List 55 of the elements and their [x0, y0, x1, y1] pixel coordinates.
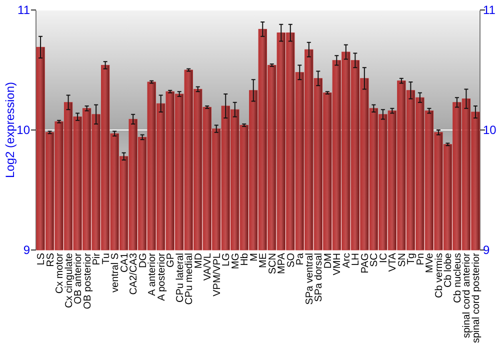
y2-tick-label: 11: [483, 3, 496, 18]
x-tick-label: VTA: [388, 252, 399, 272]
x-tick-label: CA1: [119, 252, 130, 272]
x-tick-label: LS: [36, 252, 48, 266]
x-tick-label: Cx cingulate: [64, 252, 75, 308]
x-tick-label: MD: [193, 253, 204, 269]
x-tick-label: Cb vermis: [434, 253, 445, 298]
x-tick-label: spinal cord anterior: [462, 252, 473, 338]
x-tick-label: A anterior: [147, 252, 158, 296]
x-tick-label: spinal cord posterior: [470, 252, 482, 344]
x-tick-label: MG: [230, 252, 242, 270]
y-tick-label: 11: [18, 3, 30, 18]
x-tick-label: SPa dorsal: [314, 253, 325, 302]
x-tick-label: CPu medial: [184, 253, 196, 305]
x-tick-label: OB posterior: [82, 252, 94, 310]
x-tick-label: MPA: [276, 252, 288, 274]
x-tick-label: Tg: [406, 253, 418, 265]
y2-tick-label: 9: [483, 243, 490, 258]
x-tick-label: CA2/CA3: [128, 252, 140, 295]
x-tick-label: DG: [138, 252, 149, 268]
x-tick-label: SC: [369, 253, 380, 267]
x-tick-label: VMH: [332, 253, 344, 276]
x-tick-label: SN: [396, 253, 408, 267]
y-axis-title: Log2 (expression): [3, 82, 18, 178]
x-tick-label: CPu lateral: [174, 253, 186, 302]
x-tick-label: Tu: [100, 253, 112, 264]
y-tick-label: 9: [23, 243, 30, 258]
x-tick-label: IC: [378, 253, 390, 263]
x-tick-label: M: [248, 253, 260, 262]
x-tick-label: LH: [350, 253, 362, 266]
x-tick-label: MVe: [424, 252, 436, 274]
x-tick-label: GP: [166, 252, 177, 268]
x-tick-label: SO: [286, 252, 297, 268]
x-tick-label: SPa ventral: [304, 253, 316, 305]
x-tick-label: DM: [322, 253, 334, 269]
x-tick-label: VPM/VPL: [212, 252, 223, 296]
x-tick-label: PAG: [360, 252, 371, 274]
y2-tick-label: 10: [483, 123, 497, 138]
x-tick-label: Hb: [240, 252, 251, 266]
x-tick-label: OB anterior: [73, 252, 84, 304]
x-tick-label: Cx motor: [54, 252, 66, 294]
x-tick-label: LG: [221, 252, 232, 266]
x-tick-label: RS: [45, 252, 56, 267]
x-tick-label: Cb nucleus: [452, 253, 464, 304]
x-tick-label: SCN: [267, 253, 278, 274]
x-tick-label: Pir: [92, 252, 103, 266]
x-tick-label: Pn: [415, 253, 426, 266]
x-tick-label: ventral S: [110, 252, 122, 292]
x-tick-label: Arc: [341, 253, 352, 268]
x-tick-label: Cb lobe: [443, 252, 454, 288]
x-tick-label: ME: [258, 252, 270, 268]
y-tick-label: 10: [16, 123, 30, 138]
x-tick-label: A posterior: [156, 252, 168, 301]
x-tick-label: VA/VL: [202, 252, 214, 281]
x-tick-label: Pa: [295, 252, 306, 266]
